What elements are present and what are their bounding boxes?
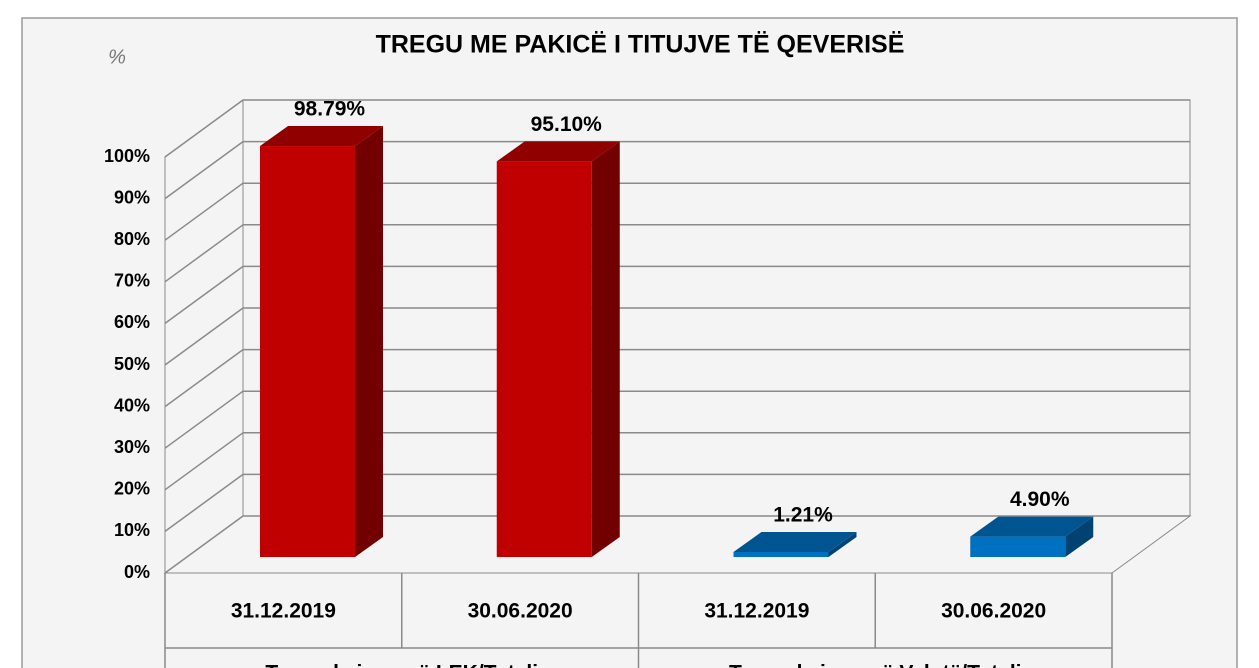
bar [260, 146, 355, 557]
y-tick-label: 60% [114, 312, 150, 332]
value-label: 1.21% [773, 504, 833, 527]
grid-line-side [164, 140, 244, 200]
bar [970, 536, 1066, 557]
bar-side [591, 141, 620, 557]
bar-top [260, 126, 383, 147]
y-tick-label: 0% [124, 562, 150, 582]
x-tick-label: 30.06.2020 [941, 600, 1046, 623]
grid-line-side [164, 265, 244, 325]
bar-side [828, 531, 857, 557]
x-tick-label: 30.06.2020 [468, 600, 573, 623]
bar [496, 161, 592, 557]
y-unit: % [108, 46, 126, 68]
x-tick-label: 31.12.2019 [231, 600, 336, 623]
grid-line-side [164, 224, 244, 283]
y-tick-label: 70% [114, 271, 150, 291]
value-label: 4.90% [1010, 488, 1070, 511]
y-tick-label: 30% [114, 437, 150, 457]
y-tick-label: 40% [114, 395, 150, 415]
chart-title: TREGU ME PAKICË I TITUJVE TË QEVERISË [376, 31, 905, 59]
y-tick-label: 90% [114, 187, 150, 207]
grid-line-side [164, 390, 244, 449]
y-tick-label: 100% [104, 146, 150, 166]
grid-line-side [164, 307, 244, 366]
bar-side [1065, 516, 1094, 557]
value-label: 98.79% [294, 98, 366, 121]
y-tick-label: 80% [114, 229, 150, 249]
bar-top [733, 531, 857, 552]
grid-line-side [164, 515, 244, 574]
grid-line-side [164, 99, 244, 158]
group-label: Transaksione në Valutë/Totali [729, 662, 1022, 668]
bar [733, 551, 829, 557]
y-tick-label: 50% [114, 354, 150, 374]
grid-line-side [164, 348, 244, 408]
bar-side [355, 126, 383, 557]
group-label: Transaksione në LEK/Totali [265, 662, 538, 668]
bar-top [970, 516, 1094, 537]
grid-line-side [164, 473, 244, 533]
x-tick-label: 31.12.2019 [704, 600, 809, 623]
grid-line-side [164, 432, 244, 491]
grid-line-side [164, 182, 244, 241]
value-label: 95.10% [531, 113, 603, 136]
y-tick-label: 10% [114, 520, 150, 540]
bar-top [496, 141, 620, 162]
y-tick-label: 20% [114, 479, 150, 499]
